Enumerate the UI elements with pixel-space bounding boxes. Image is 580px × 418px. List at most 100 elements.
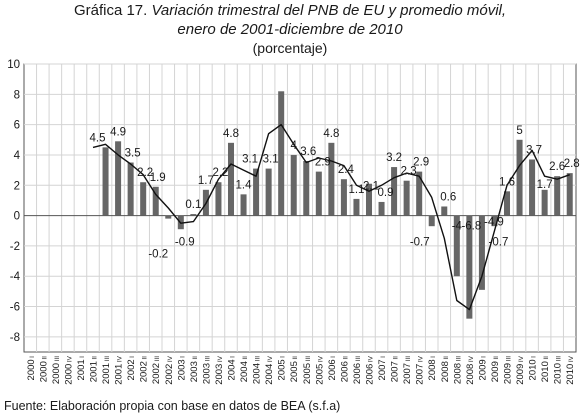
x-tick-label: 2010I [528, 356, 539, 381]
data-label: 2.9 [315, 157, 331, 169]
data-label: 4 [291, 140, 298, 152]
data-label: 0.1 [185, 199, 201, 211]
bar [227, 142, 235, 216]
x-tick-label: 2010II [540, 356, 551, 382]
bar [554, 176, 561, 216]
x-tick-label: 2003III [201, 356, 212, 384]
x-tick-text: 2005II [289, 356, 300, 382]
x-tick-label: 2002I [126, 356, 137, 381]
y-tick-label: 4 [14, 150, 21, 162]
bar [140, 182, 147, 216]
x-tick-label: 2006II [339, 356, 350, 382]
data-label: -0.7 [489, 237, 509, 249]
data-label: -4 [452, 221, 463, 233]
data-label: 0.6 [440, 191, 456, 203]
y-tick-label: 10 [7, 59, 20, 71]
y-tick-label: 8 [14, 89, 20, 101]
data-label: 1.7 [198, 175, 214, 187]
data-label: 2.2 [137, 167, 153, 179]
bar [353, 198, 360, 216]
y-tick-label: 6 [14, 120, 20, 132]
data-label: 2.4 [338, 164, 355, 176]
bar [215, 182, 222, 216]
chart-title-rest: Variación trimestral del PNB de EU y pro… [151, 2, 507, 19]
chart-subtitle: enero de 2001-diciembre de 2010 [177, 21, 403, 38]
x-tick-label: 2004II [239, 356, 250, 382]
x-tick-text: 2006III [352, 356, 363, 384]
data-label: 0.9 [378, 187, 394, 199]
chart-unit: (porcentaje) [252, 40, 328, 56]
x-tick-label: 2007IV [415, 355, 426, 384]
y-tick-label: -4 [10, 271, 21, 283]
bar [240, 194, 247, 216]
x-tick-text: 2007I [377, 356, 388, 381]
bar [165, 215, 172, 219]
data-label: 2.1 [363, 181, 379, 193]
bar [378, 201, 385, 216]
x-tick-text: 2002I [126, 356, 137, 381]
y-tick-label: -2 [10, 241, 20, 253]
bar [478, 215, 485, 290]
x-tick-label: 2000I [26, 356, 37, 381]
data-label: 1.7 [537, 179, 553, 191]
bar [102, 147, 109, 216]
data-label: 3.2 [386, 152, 402, 164]
data-label: 2.6 [549, 161, 565, 173]
bar [253, 168, 260, 216]
bar [365, 183, 373, 216]
x-tick-label: 2001IV [114, 355, 125, 384]
x-tick-text: 2010II [540, 356, 551, 382]
data-label: 1.6 [499, 176, 515, 188]
x-tick-text: 2008IV [465, 355, 476, 384]
data-label: -0.2 [148, 249, 168, 261]
bar [152, 186, 159, 216]
x-tick-text: 2009IV [515, 355, 526, 384]
data-label: 4.8 [223, 128, 239, 140]
x-tick-text: 2007IV [415, 355, 426, 384]
bar [416, 171, 423, 216]
x-tick-text: 2007III [402, 356, 413, 384]
x-tick-text: 2002III [151, 356, 162, 384]
x-tick-text: 2005III [302, 356, 313, 384]
x-tick-label: 2009III [503, 356, 514, 384]
x-tick-text: 2004I [227, 356, 238, 381]
data-label: 1.4 [236, 179, 253, 191]
bar [340, 179, 347, 216]
bar [428, 215, 435, 227]
x-tick-text: 2002IV [164, 355, 175, 384]
x-tick-label: 2006III [352, 356, 363, 384]
x-tick-text: 2006I [327, 356, 338, 381]
data-label: 5 [516, 125, 522, 137]
x-tick-text: 2001I [76, 356, 87, 381]
x-tick-text: 2006II [339, 356, 350, 382]
x-tick-text: 2005IV [314, 355, 325, 384]
x-tick-label: 2009II [490, 356, 501, 382]
x-tick-label: 2007I [377, 356, 388, 381]
x-tick-label: 2005II [289, 356, 300, 382]
x-tick-label: 2005III [302, 356, 313, 384]
data-label: 4.9 [110, 126, 126, 138]
x-tick-label: 2000IV [63, 355, 74, 384]
x-tick-text: 2000III [51, 356, 62, 384]
x-tick-text: 2000I [26, 356, 37, 381]
bar [127, 162, 134, 216]
x-tick-label: 2008II [440, 356, 451, 382]
x-tick-text: 2010I [528, 356, 539, 381]
x-tick-text: 2004III [252, 356, 263, 384]
x-tick-text: 2010III [553, 356, 564, 384]
data-label: 2.2 [212, 167, 228, 179]
bar [516, 139, 523, 216]
data-label: -4.9 [484, 217, 504, 229]
data-label: -0.7 [410, 237, 430, 249]
x-tick-label: 2007III [402, 356, 413, 384]
x-tick-text: 2005I [277, 356, 288, 381]
data-label: -6.8 [461, 221, 481, 233]
data-label: 3.1 [242, 154, 258, 166]
x-tick-text: 2004IV [264, 355, 275, 384]
bar [391, 167, 398, 216]
bar [265, 168, 272, 216]
bar [453, 215, 460, 277]
x-tick-label: 2010III [553, 356, 564, 384]
x-tick-text: 2004II [239, 356, 250, 382]
x-tick-text: 2006IV [365, 355, 376, 384]
